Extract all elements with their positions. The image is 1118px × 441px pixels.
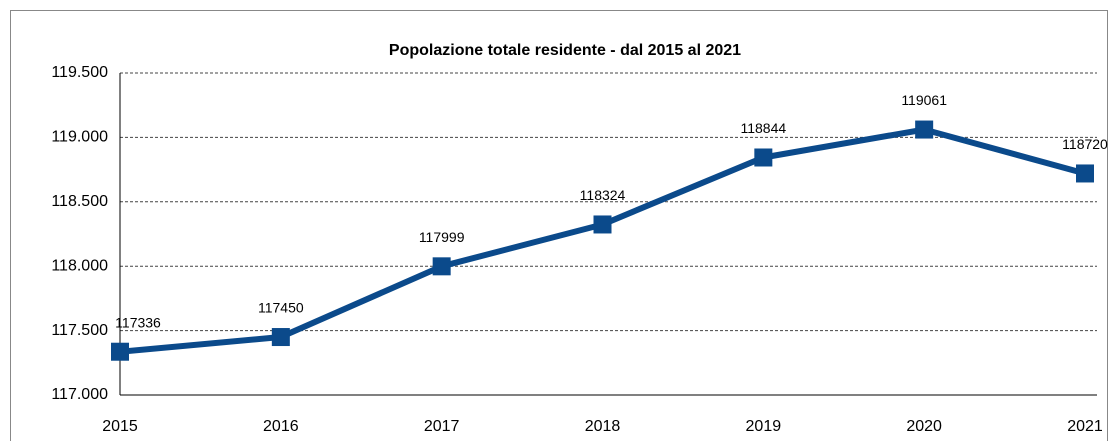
x-tick-label: 2015 — [102, 418, 138, 435]
x-tick-label: 2019 — [746, 418, 782, 435]
marker — [754, 148, 773, 167]
marker — [432, 257, 451, 276]
marker — [111, 342, 129, 361]
y-tick-label: 118.500 — [51, 193, 108, 210]
data-label: 118844 — [740, 120, 786, 136]
data-label: 118720 — [1062, 136, 1108, 152]
frame — [10, 10, 1108, 441]
y-tick-label: 117.000 — [51, 386, 108, 403]
x-tick-label: 2016 — [263, 418, 299, 435]
y-tick-label: 117.500 — [51, 322, 108, 339]
x-tick-label: 2021 — [1067, 418, 1103, 435]
data-label: 119061 — [901, 92, 947, 108]
data-label: 117336 — [115, 314, 161, 330]
marker — [1076, 164, 1094, 183]
data-label: 118324 — [580, 187, 626, 203]
data-label: 117450 — [258, 300, 304, 316]
x-tick-label: 2020 — [906, 418, 942, 435]
marker — [593, 215, 612, 234]
marker — [915, 120, 934, 139]
marker — [271, 328, 290, 347]
x-tick-label: 2017 — [424, 418, 460, 435]
x-tick-label: 2018 — [585, 418, 621, 435]
data-label: 117999 — [419, 229, 465, 245]
y-tick-label: 119.000 — [51, 129, 108, 146]
y-tick-label: 119.500 — [51, 64, 108, 81]
y-tick-label: 118.000 — [51, 257, 108, 274]
chart-title: Popolazione totale residente - dal 2015 … — [389, 42, 741, 59]
